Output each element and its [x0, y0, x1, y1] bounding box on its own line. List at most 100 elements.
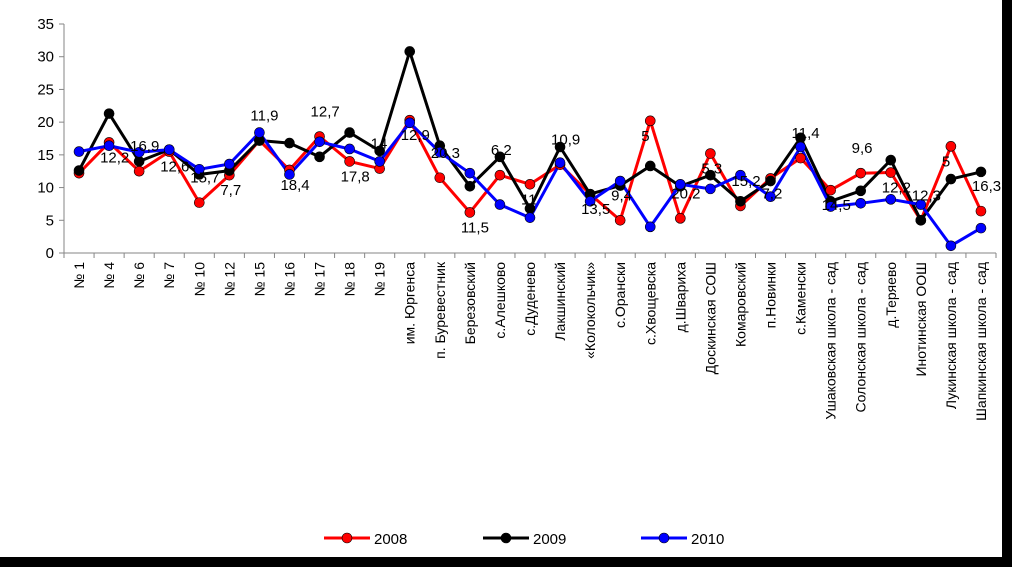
- legend-label: 2010: [691, 531, 724, 548]
- data-point-2008: [675, 213, 686, 224]
- y-tick-label: 5: [46, 212, 54, 229]
- x-category-label: Солонская школа - сад: [853, 262, 869, 412]
- x-category-label: с.Хвощевска: [642, 262, 658, 345]
- x-category-label: № 1: [71, 262, 87, 289]
- data-point-2010: [133, 146, 145, 158]
- data-label: 9,6: [852, 140, 873, 157]
- data-point-2009: [554, 141, 566, 153]
- x-category-labels: № 1 № 4 № 6 № 7 № 10 № 12 № 15 № 16 № 17 № 18 № 19…: [71, 261, 989, 421]
- data-point-2010: [554, 157, 566, 169]
- x-category-label: с.Алешково: [492, 262, 508, 339]
- data-point-2008: [344, 156, 355, 167]
- data-point-2008: [464, 207, 476, 218]
- data-point-2009: [103, 108, 115, 119]
- chart-frame: 0 5 10 15 20 25 30 35 № 1 № 4 № 6 № 7 № 10 № 12 № 15 №…: [0, 0, 1002, 557]
- data-point-2009: [133, 156, 145, 167]
- x-category-label: № 15: [251, 262, 267, 297]
- x-category-label: № 16: [281, 262, 297, 297]
- data-point-2010: [584, 196, 596, 207]
- data-label: 15,2: [731, 173, 760, 190]
- x-category-label: № 10: [191, 262, 207, 297]
- data-point-2010: [915, 199, 927, 210]
- data-label: 12,6: [160, 159, 189, 176]
- data-label: 12,3: [912, 187, 941, 204]
- data-label: 11,9: [250, 107, 278, 124]
- legend-label: 2008: [374, 531, 407, 548]
- x-category-label: Доскинская СОШ: [702, 262, 718, 374]
- y-tick-label: 20: [37, 114, 54, 131]
- data-label: 5,3: [701, 161, 722, 178]
- x-category-label: Лукинская школа - сад: [943, 262, 959, 409]
- data-point-2010: [855, 197, 867, 209]
- data-label: 11,4: [792, 125, 820, 142]
- data-point-2010: [344, 143, 355, 155]
- data-label: 11,5: [461, 219, 489, 236]
- data-point-2009: [494, 151, 506, 163]
- data-point-2010: [103, 140, 115, 151]
- data-label: 14,5: [822, 197, 851, 214]
- data-label: 16,9: [130, 138, 159, 155]
- x-category-label: № 12: [221, 262, 237, 297]
- data-point-2010: [193, 163, 205, 175]
- data-label: 12,2: [882, 180, 911, 197]
- data-point-2010: [374, 156, 385, 167]
- data-point-2010: [945, 240, 957, 252]
- data-point-2009: [915, 214, 927, 226]
- x-category-label: № 7: [161, 262, 177, 289]
- data-point-2009: [975, 166, 987, 178]
- data-point-2008: [614, 214, 626, 226]
- x-category-label: № 17: [312, 262, 328, 297]
- data-label: 9,4: [611, 187, 632, 204]
- data-point-2010: [524, 212, 536, 223]
- data-point-2010: [975, 222, 987, 234]
- data-point-2009: [644, 160, 656, 172]
- data-label: 17,8: [341, 168, 370, 185]
- data-point-2010: [284, 169, 295, 180]
- data-point-2008: [644, 115, 656, 127]
- data-point-2010: [825, 201, 836, 212]
- data-point-2010: [765, 191, 776, 203]
- data-point-2010: [705, 183, 716, 195]
- data-label: 7,7: [220, 182, 241, 199]
- data-point-2010: [644, 221, 656, 233]
- data-point-2009: [705, 169, 716, 181]
- data-point-2008: [494, 169, 506, 181]
- data-point-2009: [765, 175, 776, 187]
- data-label: 12,9: [401, 127, 430, 144]
- data-point-2009: [855, 185, 867, 197]
- data-point-2008: [885, 167, 897, 178]
- data-point-2010: [464, 167, 476, 179]
- data-point-2008: [133, 165, 145, 177]
- data-label: 5: [641, 128, 649, 145]
- data-point-2010: [494, 199, 506, 210]
- x-category-label: с.Орански: [612, 262, 628, 328]
- y-tick-label: 15: [37, 147, 54, 164]
- data-point-2010: [224, 158, 235, 170]
- y-tick-label: 0: [46, 245, 54, 262]
- data-labels: 12,216,912,615,77,711,918,412,717,814 12,…: [100, 104, 1012, 237]
- data-label: 18,4: [280, 177, 309, 194]
- data-point-2009: [344, 127, 355, 138]
- x-category-label: Комаровский: [732, 262, 748, 347]
- x-category-label: п. Буревестник: [432, 261, 448, 359]
- x-category-label: Березовский: [462, 262, 478, 344]
- data-point-2010: [254, 127, 265, 138]
- legend-swatch-marker: [341, 532, 353, 544]
- axes: [59, 23, 997, 258]
- y-tick-label: 10: [37, 180, 54, 197]
- data-label: 10,9: [551, 132, 580, 149]
- data-point-2010: [314, 136, 325, 148]
- data-point-2009: [885, 154, 897, 166]
- data-label: 15,7: [190, 170, 219, 187]
- y-tick-labels: 0 5 10 15 20 25 30 35: [37, 16, 54, 262]
- data-label: 20,3: [431, 145, 460, 162]
- y-tick-label: 30: [37, 49, 54, 66]
- x-category-label: «Колокольчик»: [582, 262, 598, 359]
- y-tick-label: 35: [37, 16, 54, 33]
- x-category-label: Шапкинская школа - сад: [973, 262, 989, 421]
- data-point-2010: [795, 141, 806, 153]
- data-label: 7,2: [761, 185, 782, 202]
- legend: 2008 2009 2010: [324, 531, 724, 548]
- data-label: 11: [521, 191, 537, 208]
